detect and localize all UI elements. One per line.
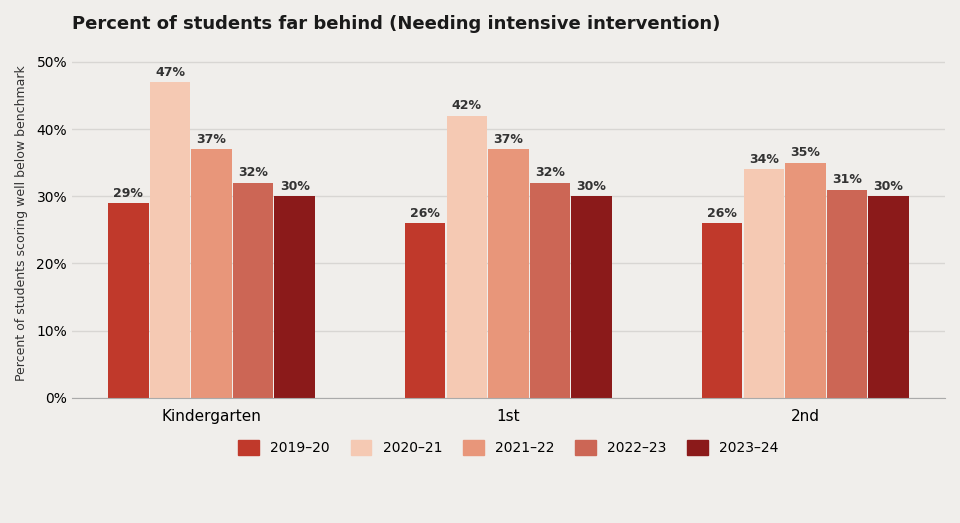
Text: 35%: 35%	[790, 146, 821, 160]
Text: 30%: 30%	[279, 180, 310, 193]
Text: 37%: 37%	[493, 133, 523, 146]
Bar	[275, 196, 315, 398]
Bar	[702, 223, 742, 398]
Bar	[108, 203, 149, 398]
Text: 31%: 31%	[832, 173, 862, 186]
Bar	[405, 223, 445, 398]
Bar	[530, 183, 570, 398]
Bar	[150, 82, 190, 398]
Text: Percent of students far behind (Needing intensive intervention): Percent of students far behind (Needing …	[72, 15, 720, 33]
Bar	[489, 149, 529, 398]
Text: 42%: 42%	[452, 99, 482, 112]
Bar	[191, 149, 231, 398]
Text: 26%: 26%	[410, 207, 441, 220]
Legend: 2019–20, 2020–21, 2021–22, 2022–23, 2023–24: 2019–20, 2020–21, 2021–22, 2022–23, 2023…	[232, 435, 784, 461]
Bar	[869, 196, 909, 398]
Text: 29%: 29%	[113, 187, 143, 200]
Y-axis label: Percent of students scoring well below benchmark: Percent of students scoring well below b…	[15, 65, 28, 381]
Text: 26%: 26%	[708, 207, 737, 220]
Bar	[827, 189, 867, 398]
Text: 34%: 34%	[749, 153, 779, 166]
Text: 32%: 32%	[238, 166, 268, 179]
Bar	[446, 116, 487, 398]
Bar	[744, 169, 784, 398]
Bar	[571, 196, 612, 398]
Text: 30%: 30%	[874, 180, 903, 193]
Text: 30%: 30%	[577, 180, 607, 193]
Text: 32%: 32%	[535, 166, 565, 179]
Text: 47%: 47%	[155, 66, 185, 78]
Bar	[233, 183, 274, 398]
Text: 37%: 37%	[197, 133, 227, 146]
Bar	[785, 163, 826, 398]
